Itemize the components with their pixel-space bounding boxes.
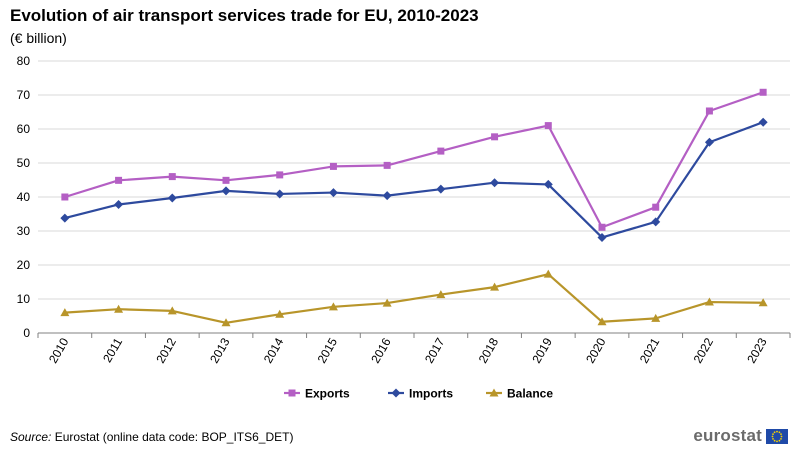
x-tick-label: 2022 bbox=[691, 335, 717, 365]
x-tick-label: 2014 bbox=[261, 335, 287, 365]
legend-imports-marker bbox=[391, 388, 401, 398]
exports-point bbox=[61, 193, 69, 201]
exports-point bbox=[115, 176, 123, 184]
imports-point bbox=[704, 137, 714, 147]
exports-point bbox=[329, 162, 337, 170]
y-tick-label: 40 bbox=[17, 190, 31, 204]
imports-point bbox=[221, 186, 231, 196]
imports-point bbox=[436, 184, 446, 194]
balance-point bbox=[60, 308, 70, 317]
y-tick-label: 50 bbox=[17, 156, 31, 170]
x-tick-label: 2012 bbox=[153, 335, 179, 365]
x-tick-label: 2016 bbox=[368, 335, 394, 365]
imports-point bbox=[114, 199, 124, 209]
source-note: Source: Eurostat (online data code: BOP_… bbox=[10, 430, 293, 444]
legend-exports-marker bbox=[288, 389, 296, 397]
eu-flag-icon bbox=[766, 428, 788, 444]
balance-point bbox=[221, 318, 231, 327]
balance-point bbox=[114, 304, 124, 313]
x-tick-label: 2018 bbox=[476, 335, 502, 365]
balance-point bbox=[436, 290, 446, 299]
exports-point bbox=[705, 107, 713, 115]
x-tick-label: 2020 bbox=[583, 335, 609, 365]
balance-point bbox=[490, 282, 500, 291]
balance-point bbox=[275, 309, 285, 318]
x-tick-label: 2021 bbox=[637, 335, 663, 365]
exports-point bbox=[437, 147, 445, 155]
imports-point bbox=[328, 188, 338, 198]
x-tick-label: 2015 bbox=[315, 335, 341, 365]
exports-point bbox=[168, 173, 176, 181]
x-tick-label: 2019 bbox=[529, 335, 555, 365]
legend-balance-label: Balance bbox=[507, 387, 553, 401]
exports-point bbox=[276, 171, 284, 179]
balance-point bbox=[597, 317, 607, 326]
chart-subtitle: (€ billion) bbox=[10, 30, 67, 46]
y-tick-label: 60 bbox=[17, 122, 31, 136]
imports-point bbox=[275, 189, 285, 199]
source-label: Source: bbox=[10, 430, 52, 444]
exports-point bbox=[598, 223, 606, 231]
y-tick-label: 30 bbox=[17, 224, 31, 238]
balance-point bbox=[328, 302, 338, 311]
imports-point bbox=[543, 179, 553, 189]
imports-point bbox=[382, 191, 392, 201]
exports-point bbox=[544, 122, 552, 130]
imports-point bbox=[651, 217, 661, 227]
imports-point bbox=[490, 178, 500, 188]
balance-point bbox=[758, 298, 768, 307]
exports-point bbox=[491, 133, 499, 141]
x-tick-label: 2023 bbox=[744, 335, 770, 365]
exports-point bbox=[652, 203, 660, 211]
balance-point bbox=[543, 269, 553, 278]
imports-point bbox=[60, 213, 70, 223]
legend-exports-label: Exports bbox=[305, 387, 350, 401]
imports-point bbox=[597, 232, 607, 242]
balance-point bbox=[382, 298, 392, 307]
exports-point bbox=[759, 88, 767, 96]
source-text: Eurostat (online data code: BOP_ITS6_DET… bbox=[51, 430, 294, 444]
x-tick-label: 2011 bbox=[100, 335, 125, 365]
y-tick-label: 20 bbox=[17, 258, 31, 272]
imports-point bbox=[758, 117, 768, 127]
x-tick-label: 2010 bbox=[46, 335, 72, 365]
exports-point bbox=[222, 176, 230, 184]
logo-text: eurostat bbox=[693, 426, 762, 445]
y-tick-label: 70 bbox=[17, 88, 31, 102]
imports-series-line bbox=[64, 121, 764, 239]
exports-series-line bbox=[64, 91, 764, 229]
balance-point bbox=[651, 313, 661, 322]
y-tick-label: 0 bbox=[23, 326, 30, 340]
x-tick-label: 2017 bbox=[422, 335, 448, 365]
legend-imports-label: Imports bbox=[409, 387, 453, 401]
exports-point bbox=[383, 161, 391, 169]
y-tick-label: 10 bbox=[17, 292, 31, 306]
balance-series-line bbox=[64, 273, 764, 324]
y-tick-label: 80 bbox=[17, 54, 31, 68]
x-tick-label: 2013 bbox=[207, 335, 233, 365]
chart-title: Evolution of air transport services trad… bbox=[10, 6, 479, 25]
eurostat-logo: eurostat bbox=[693, 426, 788, 446]
legend-balance-marker bbox=[489, 388, 499, 397]
imports-point bbox=[167, 193, 177, 203]
balance-point bbox=[704, 297, 714, 306]
balance-point bbox=[167, 306, 177, 315]
